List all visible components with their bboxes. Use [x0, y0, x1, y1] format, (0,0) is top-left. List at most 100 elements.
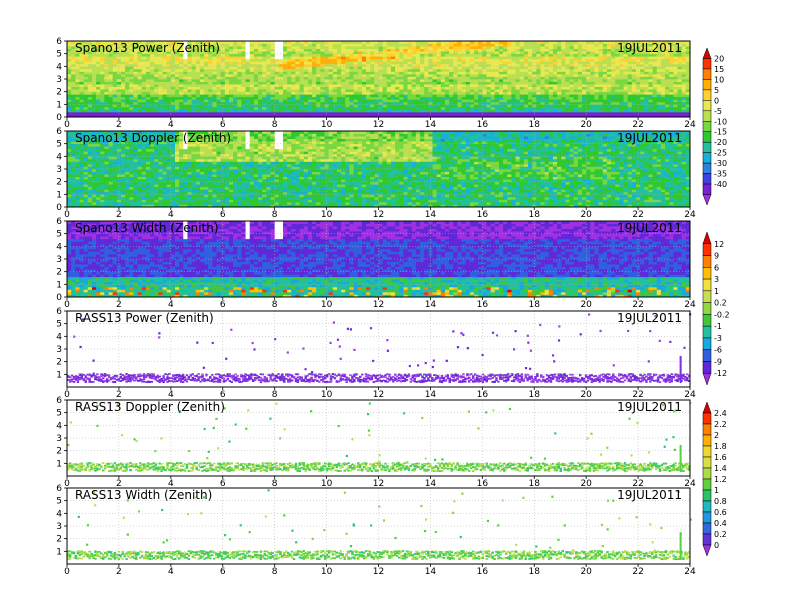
colorbar-label: -40 — [714, 180, 727, 189]
colorbar-label: 0.8 — [714, 497, 727, 506]
x-tick-label: 2 — [116, 300, 122, 310]
x-tick-label: 2 — [116, 567, 122, 577]
x-tick-label: 6 — [220, 567, 226, 577]
y-tick-label: 5 — [56, 140, 62, 150]
colorbar-label: 0.2 — [714, 530, 727, 539]
x-tick-label: 0 — [64, 300, 70, 310]
grid — [67, 41, 690, 117]
colorbar-label: 6 — [714, 263, 719, 272]
x-tick-label: 4 — [168, 210, 174, 220]
colorbar-swatch — [702, 467, 712, 480]
x-tick-label: 20 — [580, 210, 592, 220]
x-tick-label: 16 — [477, 300, 489, 310]
colorbar-swatch — [702, 412, 712, 425]
colorbar-swatch — [702, 267, 712, 280]
y-tick-label: 0 — [56, 113, 62, 123]
x-tick-label: 0 — [64, 390, 70, 400]
colorbar-swatch — [702, 401, 712, 414]
x-tick-label: 2 — [116, 120, 122, 130]
x-tick-label: 18 — [529, 120, 541, 130]
colorbar-label: -35 — [714, 170, 727, 179]
y-tick-label: 2 — [56, 88, 62, 98]
colorbar-label: -9 — [714, 357, 722, 366]
x-tick-label: 4 — [168, 567, 174, 577]
grid — [67, 131, 690, 207]
x-tick-label: 4 — [168, 300, 174, 310]
colorbar-label: -30 — [714, 159, 727, 168]
x-tick-label: 18 — [529, 479, 541, 489]
colorbar-swatch — [702, 110, 712, 122]
colorbar-swatch — [702, 423, 712, 436]
colorbar-label: 0 — [714, 541, 719, 550]
colorbar-swatch — [702, 434, 712, 447]
x-tick-label: 18 — [529, 390, 541, 400]
x-tick-label: 12 — [373, 479, 384, 489]
colorbar-swatch — [702, 243, 712, 256]
y-tick-label: 6 — [56, 484, 62, 494]
y-tick-label: 6 — [56, 307, 62, 317]
colorbar-label: -20 — [714, 138, 727, 147]
colorbar-swatch — [702, 314, 712, 327]
colorbar-swatch — [702, 325, 712, 339]
y-tick-label: 2 — [56, 268, 62, 278]
x-tick-label: 18 — [529, 567, 541, 577]
y-tick-label: 3 — [56, 255, 62, 265]
y-tick-label: 1 — [56, 370, 62, 380]
x-tick-label: 0 — [64, 120, 70, 130]
x-tick-label: 20 — [580, 300, 592, 310]
x-tick-label: 2 — [116, 479, 122, 489]
colorbar-label: 15 — [714, 65, 724, 74]
colorbar-label: -5 — [714, 107, 722, 116]
panel-title: RASS13 Width (Zenith) — [75, 488, 212, 502]
panel-date: 19JUL2011 — [617, 311, 682, 325]
colorbar-swatch — [702, 152, 712, 164]
y-tick-label: 5 — [56, 320, 62, 330]
x-tick-label: 8 — [272, 300, 278, 310]
colorbar-swatch — [702, 533, 712, 546]
x-tick-label: 12 — [373, 390, 384, 400]
colorbar-label: -6 — [714, 346, 722, 355]
colorbar-label: 0.6 — [714, 508, 727, 517]
x-tick-label: 0 — [64, 210, 70, 220]
colorbar-label: 1.8 — [714, 442, 727, 451]
y-tick-label: 4 — [56, 332, 62, 342]
colorbar-label: 9 — [714, 252, 719, 261]
panel-date: 19JUL2011 — [617, 488, 682, 502]
y-tick-label: 3 — [56, 345, 62, 355]
colorbar-swatch — [702, 194, 712, 206]
x-tick-label: 16 — [477, 390, 489, 400]
colorbar-swatch — [702, 489, 712, 502]
colorbar-label: 1.2 — [714, 475, 727, 484]
x-tick-label: 2 — [116, 390, 122, 400]
y-tick-label: 4 — [56, 242, 62, 252]
x-tick-label: 0 — [64, 479, 70, 489]
colorbar-label: 2.2 — [714, 420, 727, 429]
y-tick-label: 3 — [56, 75, 62, 85]
x-tick-label: 16 — [477, 120, 489, 130]
colorbar-rass-power: 12 9 6 3 1 0.2 -0.2 -1 -3 -6 -9 -12 — [702, 231, 730, 386]
x-tick-label: 12 — [373, 210, 384, 220]
x-tick-label: 24 — [684, 300, 696, 310]
x-tick-label: 12 — [373, 567, 384, 577]
colorbar-label: -15 — [714, 128, 727, 137]
colorbar-label: 2 — [714, 431, 719, 440]
x-tick-label: 18 — [529, 210, 541, 220]
y-tick-label: 4 — [56, 421, 62, 431]
x-tick-label: 8 — [272, 210, 278, 220]
y-tick-label: 3 — [56, 522, 62, 532]
panel-title: Spano13 Power (Zenith) — [75, 41, 220, 55]
x-tick-label: 22 — [632, 567, 643, 577]
y-tick-label: 2 — [56, 178, 62, 188]
x-tick-label: 14 — [425, 210, 437, 220]
colorbar-swatch — [702, 173, 712, 185]
grid — [67, 400, 690, 476]
x-tick-label: 24 — [684, 210, 696, 220]
colorbar-label: -0.2 — [714, 310, 730, 319]
colorbar-swatch — [702, 100, 712, 112]
colorbar-swatch — [702, 372, 712, 386]
y-tick-label: 2 — [56, 447, 62, 457]
